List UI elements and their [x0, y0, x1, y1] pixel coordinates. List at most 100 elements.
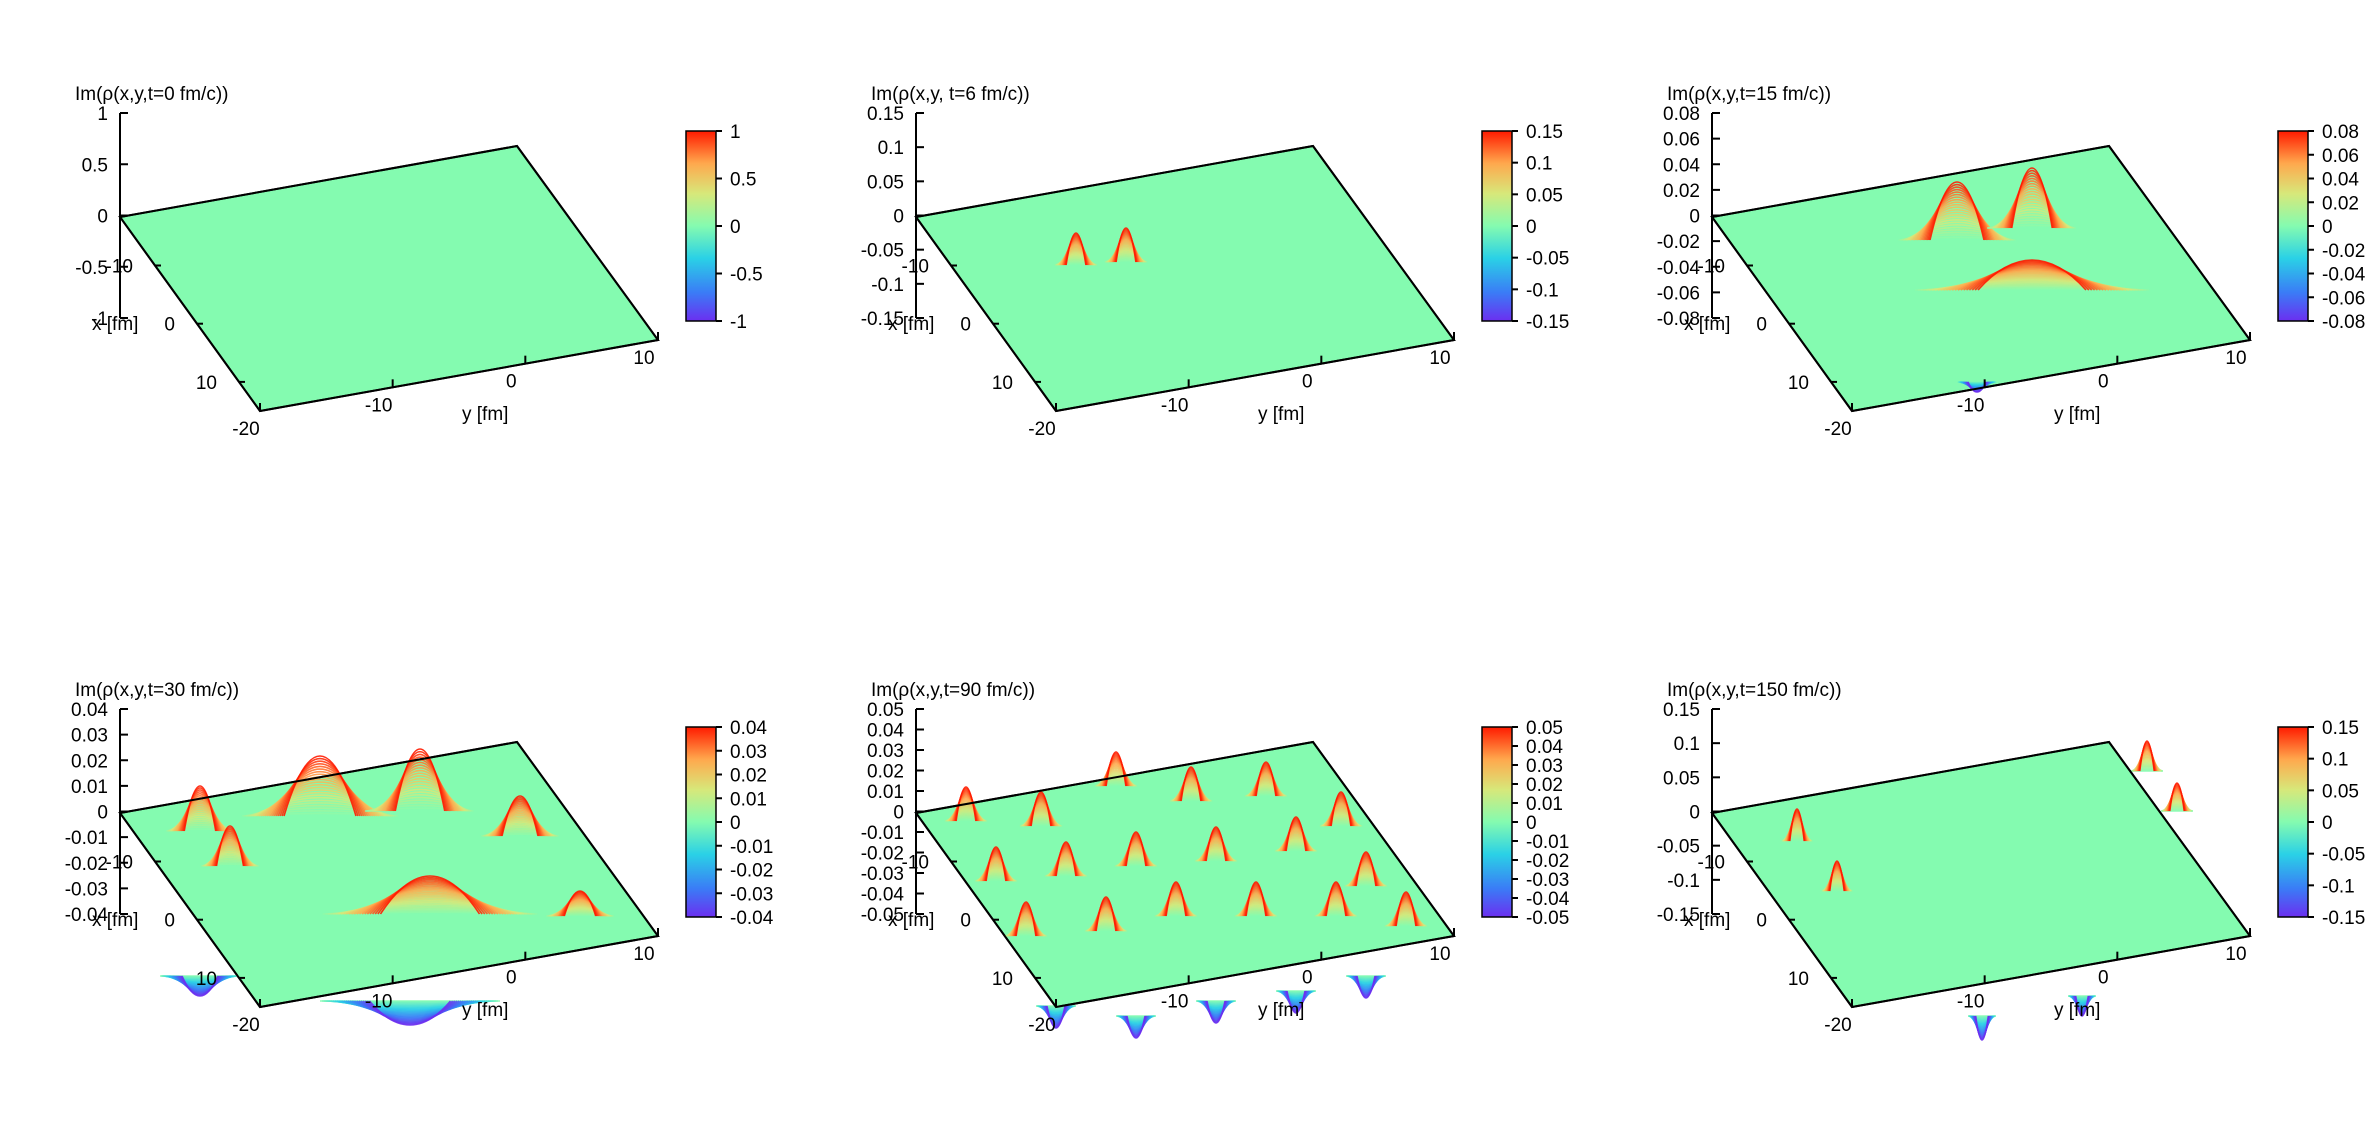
x-axis-label: x [fm] — [92, 910, 138, 931]
surface-contour — [368, 1000, 452, 1026]
surface-panel-1: 0.15 0.1 0.05 0 -0.05 -0.1 -0.15 -20 -10 0 10 -10 0 1… — [861, 84, 1570, 440]
y-tick-label: -10 — [365, 395, 392, 416]
z-tick-label: -0.08 — [1657, 309, 1700, 330]
colorbar-tick-label: 1 — [730, 122, 741, 143]
y-tick-label: -10 — [1161, 395, 1188, 416]
surface-contour — [1030, 791, 1052, 827]
surface-contour — [1285, 816, 1307, 852]
y-tick-label: 10 — [633, 944, 654, 965]
colorbar-tick-label: 0.02 — [730, 766, 767, 787]
z-tick-label: -0.15 — [1657, 905, 1700, 926]
surface-contour — [1126, 1015, 1146, 1039]
surface-contour — [1977, 259, 2087, 291]
x-tick-label: 10 — [196, 373, 217, 394]
surface-contour — [2010, 167, 2054, 229]
x-tick-label: 10 — [992, 373, 1013, 394]
surface-contour — [394, 748, 446, 812]
x-axis-label: x [fm] — [1684, 910, 1730, 931]
x-tick-label: -10 — [1698, 257, 1725, 278]
colorbar-tick-label: -0.03 — [1526, 870, 1569, 891]
y-tick-label: -20 — [1824, 419, 1851, 440]
surface-contour — [1356, 975, 1376, 999]
z-tick-label: 0.05 — [867, 700, 904, 721]
y-tick-label: -10 — [1957, 991, 1984, 1012]
z-tick-label: -0.05 — [861, 241, 904, 262]
surface-contour — [1395, 891, 1417, 927]
surface-contour — [2074, 995, 2090, 1017]
surface-contour — [181, 975, 219, 997]
z-tick-label: -0.01 — [65, 828, 108, 849]
colorbar-tick-label: 0.01 — [730, 789, 767, 810]
z-tick-label: -0.03 — [65, 879, 108, 900]
z-tick-label: -0.06 — [1657, 283, 1700, 304]
colorbar-tick-label: -0.04 — [1526, 889, 1570, 910]
y-axis-label: y [fm] — [1258, 404, 1304, 425]
surface-contour — [366, 1000, 454, 1025]
panel-title: Im(ρ(x,y,t=30 fm/c)) — [75, 680, 239, 701]
surface-contour — [1205, 826, 1227, 862]
colorbar — [2277, 726, 2309, 918]
colorbar-tick-label: 0.02 — [1526, 775, 1563, 796]
colorbar-tick-label: 0 — [2322, 813, 2333, 834]
colorbar-tick-label: 0.05 — [1526, 718, 1563, 739]
surface-contour — [1206, 1000, 1226, 1024]
z-tick-label: 0.08 — [1663, 104, 1700, 125]
z-tick-label: -0.05 — [1657, 837, 1700, 858]
colorbar — [2277, 130, 2309, 322]
y-tick-label: -10 — [365, 991, 392, 1012]
colorbar-tick-label: -0.05 — [1526, 249, 1569, 270]
colorbar-tick-label: 0.06 — [2322, 146, 2359, 167]
colorbar-tick-label: 0.05 — [2322, 781, 2359, 802]
z-tick-label: 0.05 — [867, 172, 904, 193]
panel-title: Im(ρ(x,y,t=0 fm/c)) — [75, 84, 228, 105]
z-tick-label: 0.5 — [82, 155, 108, 176]
surface-panel-2: 0.080.060.040.020-0.02-0.04-0.06-0.08-20… — [1657, 84, 2366, 440]
colorbar-tick-label: 0.1 — [2322, 750, 2348, 771]
colorbar-tick-label: 0.5 — [730, 170, 756, 191]
x-axis-label: x [fm] — [888, 910, 934, 931]
colorbar-tick-label: 0 — [1526, 217, 1537, 238]
z-tick-label: -0.03 — [861, 864, 904, 885]
colorbar — [685, 130, 717, 322]
surface-contour — [2139, 740, 2155, 772]
panel-title: Im(ρ(x,y,t=150 fm/c)) — [1667, 680, 1842, 701]
surface-contour — [1974, 260, 2090, 291]
surface-contour — [374, 878, 486, 915]
surface-contour — [1165, 881, 1187, 917]
surface-plane — [118, 144, 660, 413]
x-tick-label: 0 — [960, 315, 971, 336]
z-tick-label: -0.04 — [861, 885, 905, 906]
z-tick-label: -0.04 — [1657, 258, 1701, 279]
x-tick-label: 0 — [1756, 911, 1767, 932]
x-axis-label: x [fm] — [888, 314, 934, 335]
colorbar-tick-label: -0.02 — [730, 861, 773, 882]
x-tick-label: -10 — [902, 257, 929, 278]
y-tick-label: 0 — [2098, 968, 2109, 989]
colorbar-tick-label: -0.06 — [2322, 288, 2365, 309]
surface-contour — [2169, 782, 2185, 812]
z-tick-label: 0.04 — [71, 700, 108, 721]
surface-contour — [1105, 751, 1127, 787]
colorbar-tick-label: 0 — [730, 813, 741, 834]
surface-contour — [1115, 227, 1137, 263]
colorbar — [1481, 130, 1513, 322]
z-tick-label: 0.05 — [1663, 768, 1700, 789]
z-tick-label: 0 — [1689, 207, 1700, 228]
surface-contour — [1789, 808, 1805, 842]
y-tick-label: -20 — [1824, 1015, 1851, 1036]
colorbar-tick-label: -0.02 — [2322, 241, 2365, 262]
z-tick-label: -0.04 — [65, 905, 109, 926]
surface-contour — [1286, 990, 1306, 1014]
surface-contour — [183, 785, 217, 832]
colorbar-tick-label: -0.05 — [1526, 908, 1569, 929]
surface-contour — [1325, 881, 1347, 917]
surface-contour — [1046, 1005, 1066, 1029]
y-tick-label: 10 — [1429, 944, 1450, 965]
colorbar-tick-label: 0 — [2322, 217, 2333, 238]
colorbar-tick-label: 0.04 — [730, 718, 767, 739]
surface-contour — [1971, 261, 2093, 291]
colorbar — [1481, 726, 1513, 918]
surface-contour — [1355, 851, 1377, 887]
z-tick-label: 0.04 — [867, 721, 904, 742]
